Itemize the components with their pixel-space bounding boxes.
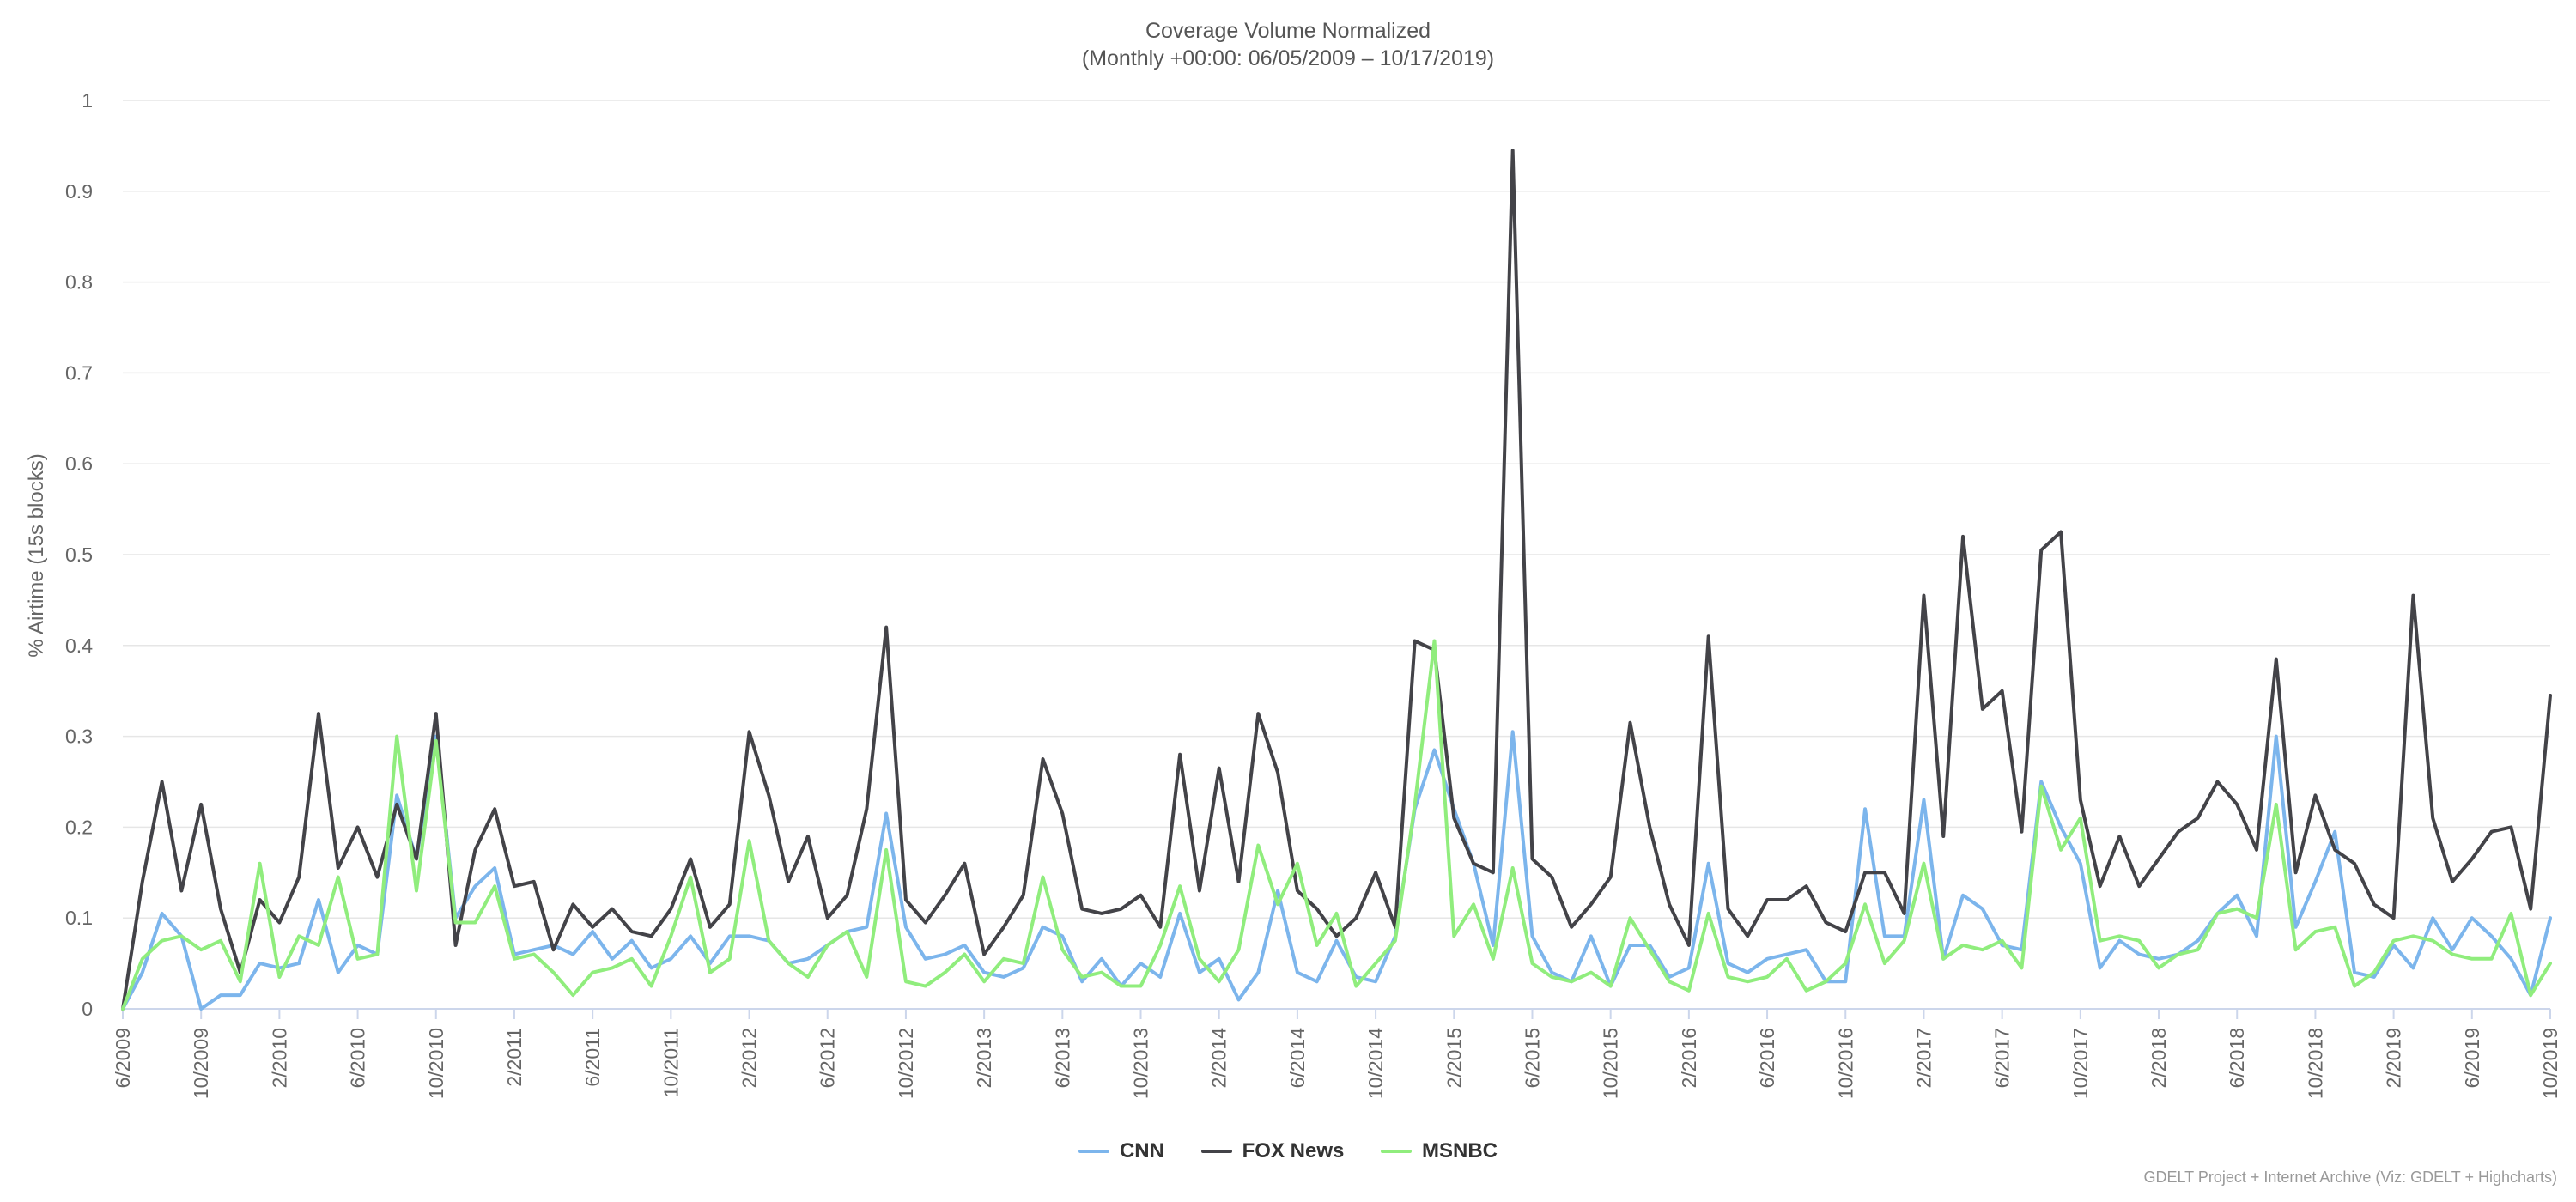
y-axis-label: % Airtime (15s blocks) (25, 453, 48, 657)
x-tick-label: 10/2018 (2304, 1028, 2326, 1099)
x-axis-ticks: 6/2009 10/2009 2/2010 6/2010 10/2010 2/2011 6/… (112, 1028, 2561, 1099)
x-tick-label: 2/2012 (738, 1028, 761, 1088)
y-tick-label: 0.3 (65, 725, 93, 748)
legend-swatch-cnn (1078, 1150, 1109, 1153)
legend-swatch-fox-news (1200, 1150, 1232, 1153)
x-tick-label: 6/2018 (2226, 1028, 2248, 1088)
x-tick-label: 2/2010 (268, 1028, 290, 1088)
y-axis-ticks: 0 0.1 0.2 0.3 0.4 0.5 0.6 0.7 0.8 0.9 1 (65, 89, 93, 1020)
x-tick-label: 6/2009 (112, 1028, 134, 1088)
x-tick-label: 2/2014 (1208, 1028, 1230, 1089)
legend-item-cnn[interactable]: CNN (1078, 1139, 1164, 1163)
x-tick-label: 6/2012 (817, 1028, 839, 1088)
x-tick-label: 6/2010 (347, 1028, 369, 1088)
x-tick-label: 10/2014 (1364, 1028, 1387, 1099)
x-tick-label: 10/2010 (425, 1028, 447, 1099)
chart-subtitle: (Monthly +00:00: 06/05/2009 – 10/17/2019… (1081, 46, 1495, 70)
y-tick-label: 0.2 (65, 816, 93, 838)
x-tick-label: 6/2011 (581, 1028, 604, 1087)
x-tick-label: 2/2019 (2383, 1028, 2405, 1088)
x-tick-label: 6/2017 (1991, 1028, 2014, 1088)
x-tick-label: 2/2011 (503, 1028, 526, 1087)
x-tick-label: 6/2015 (1521, 1028, 1543, 1088)
x-tick-label: 6/2016 (1756, 1028, 1778, 1088)
legend-swatch-msnbc (1381, 1150, 1413, 1153)
x-tick-label: 10/2013 (1130, 1028, 1152, 1099)
series-line-fox-news[interactable] (121, 149, 2552, 1011)
x-tick-label: 10/2017 (2069, 1028, 2092, 1099)
y-tick-label: 0 (82, 998, 93, 1020)
y-tick-label: 0.6 (65, 452, 93, 475)
x-axis (122, 1008, 2551, 1019)
x-tick-label: 6/2019 (2461, 1028, 2483, 1088)
series-lines (121, 149, 2552, 1011)
x-tick-label: 10/2019 (2539, 1028, 2561, 1099)
y-tick-label: 1 (82, 89, 93, 112)
x-tick-label: 10/2009 (190, 1028, 212, 1099)
legend-label-fox-news: FOX News (1242, 1139, 1345, 1163)
x-tick-label: 2/2016 (1678, 1028, 1700, 1088)
series-line-msnbc[interactable] (121, 639, 2552, 1011)
grid-lines (123, 100, 2550, 919)
y-tick-label: 0.7 (65, 361, 93, 384)
x-tick-label: 2/2017 (1912, 1028, 1935, 1088)
chart-title: Coverage Volume Normalized (1145, 19, 1431, 43)
legend-label-cnn: CNN (1119, 1139, 1164, 1163)
x-tick-label: 10/2016 (1834, 1028, 1856, 1099)
y-tick-label: 0.5 (65, 543, 93, 566)
x-tick-label: 2/2015 (1443, 1028, 1465, 1088)
x-tick-label: 6/2013 (1051, 1028, 1073, 1088)
y-tick-label: 0.1 (65, 907, 93, 929)
y-tick-label: 0.8 (65, 271, 93, 294)
x-tick-label: 2/2013 (973, 1028, 995, 1088)
chart-credits: GDELT Project + Internet Archive (Viz: G… (2143, 1169, 2557, 1186)
x-tick-label: 10/2015 (1600, 1028, 1622, 1099)
legend-label-msnbc: MSNBC (1422, 1139, 1498, 1163)
x-tick-label: 10/2011 (659, 1028, 682, 1097)
chart-legend: CNN FOX News MSNBC (0, 1135, 2576, 1163)
x-tick-label: 10/2012 (895, 1028, 917, 1099)
y-tick-label: 0.9 (65, 180, 93, 203)
y-tick-label: 0.4 (65, 634, 93, 657)
x-tick-label: 2/2018 (2148, 1028, 2170, 1088)
legend-item-fox-news[interactable]: FOX News (1200, 1139, 1345, 1163)
legend-item-msnbc[interactable]: MSNBC (1381, 1139, 1498, 1163)
series-line-cnn[interactable] (121, 730, 2552, 1011)
x-tick-label: 6/2014 (1286, 1028, 1309, 1089)
